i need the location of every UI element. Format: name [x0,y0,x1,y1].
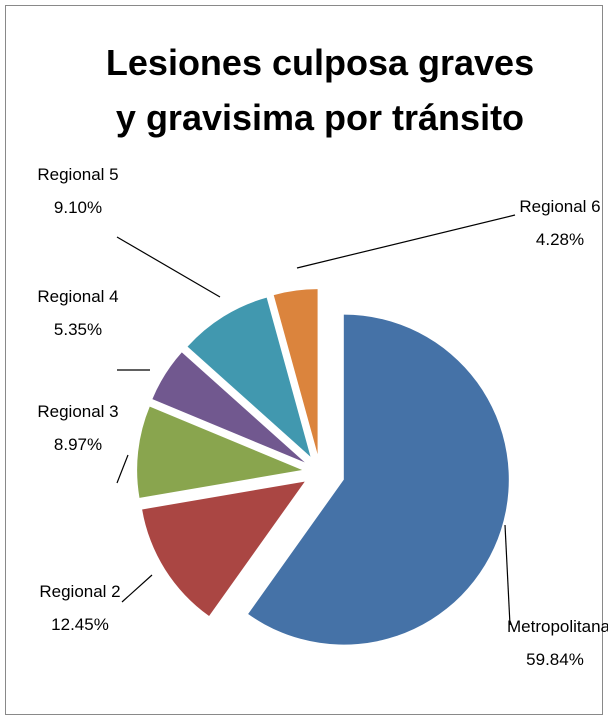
data-label: Regional 3 8.97% [30,395,126,461]
data-label: Regional 6 4.28% [512,190,608,256]
category-label: Regional 6 [519,197,601,216]
value-label: 4.28% [535,230,585,249]
category-label: Regional 5 [37,165,119,184]
chart-title: Lesiones culposa graves y gravisima por … [105,42,535,138]
leader-line [116,236,221,298]
leader-line [296,214,516,269]
leader-line [504,524,511,626]
category-label: Regional 3 [37,402,119,421]
value-label: 9.10% [53,198,103,217]
category-label: Regional 4 [37,287,119,306]
pie-slice [187,297,311,457]
data-label: Regional 4 5.35% [30,280,126,346]
value-label: 59.84% [526,650,584,669]
data-label: Metropolitana 59.84% [507,610,608,676]
pie-slice [137,406,303,498]
pie-slice [152,352,305,463]
leader-line [116,454,129,484]
pie-slice [273,289,318,455]
category-label: Metropolitana [507,617,608,636]
value-label: 5.35% [53,320,103,339]
pie-slice [248,314,509,645]
data-label: Regional 2 12.45% [32,575,128,641]
leader-line [121,574,153,603]
value-label: 8.97% [53,435,103,454]
pie-slice [142,481,305,616]
data-label: Regional 5 9.10% [30,158,126,224]
category-label: Regional 2 [39,582,121,601]
value-label: 12.45% [51,615,109,634]
